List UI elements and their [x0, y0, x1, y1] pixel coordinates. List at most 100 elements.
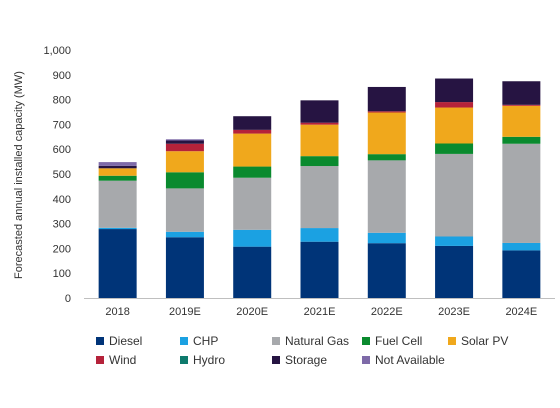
- bar-segment: [300, 228, 339, 242]
- legend-swatch: [362, 337, 370, 345]
- legend-label: Not Available: [375, 353, 445, 367]
- bar-segment: [300, 122, 339, 125]
- bar-segment: [502, 105, 541, 137]
- bar-segment: [165, 237, 204, 298]
- y-tick-label: 0: [65, 293, 71, 305]
- x-tick-label: 2024E: [505, 306, 537, 318]
- legend-label: Solar PV: [461, 334, 508, 348]
- bar-segment: [98, 162, 137, 166]
- x-tick-label: 2019E: [169, 306, 201, 318]
- bar-segment: [98, 175, 137, 181]
- bar-segment: [165, 231, 204, 238]
- bar-segment: [233, 246, 272, 298]
- legend-label: Wind: [109, 353, 136, 367]
- legend-label: CHP: [193, 334, 218, 348]
- legend-swatch: [180, 337, 188, 345]
- bar-segment: [98, 165, 137, 169]
- legend-item: Storage: [272, 353, 327, 367]
- bar-segment: [502, 242, 541, 251]
- legend: Diesel CHP Natural Gas Fuel Cell Solar PV Win…: [96, 334, 508, 367]
- bar-segment: [435, 143, 474, 154]
- bar-segment: [367, 154, 406, 161]
- x-tick-label: 2020E: [236, 306, 268, 318]
- bar-segment: [98, 180, 137, 228]
- legend-label: Hydro: [193, 353, 225, 367]
- legend-label: Natural Gas: [285, 334, 349, 348]
- legend-item: Not Available: [362, 353, 445, 367]
- legend-item: Hydro: [180, 353, 225, 367]
- bar-segment: [300, 156, 339, 167]
- legend-item: Wind: [96, 353, 136, 367]
- x-tick-label: 2018: [105, 306, 129, 318]
- legend-label: Diesel: [109, 334, 142, 348]
- legend-label: Storage: [285, 353, 327, 367]
- y-tick-label: 700: [53, 119, 71, 131]
- bar-stack: [98, 162, 137, 298]
- legend-swatch: [180, 356, 188, 364]
- bar-segment: [98, 227, 137, 230]
- legend-label: Fuel Cell: [375, 334, 422, 348]
- bar-segment: [502, 81, 541, 105]
- bar-segment: [367, 111, 406, 113]
- bar-segment: [165, 151, 204, 173]
- legend-swatch: [272, 337, 280, 345]
- y-axis-ticks: 0 100 200 300 400 500 600 700 800 900 1,000: [43, 45, 71, 305]
- bar-stack: [233, 116, 272, 298]
- y-tick-label: 200: [53, 243, 71, 255]
- y-tick-label: 500: [53, 169, 71, 181]
- legend-item: Natural Gas: [272, 334, 349, 348]
- bar-segment: [367, 243, 406, 298]
- bar-segment: [367, 112, 406, 155]
- bar-segment: [367, 232, 406, 244]
- bar-segment: [98, 168, 137, 176]
- legend-item: Diesel: [96, 334, 142, 348]
- bar-segment: [502, 136, 541, 144]
- bar-segment: [165, 139, 204, 141]
- bar-segment: [502, 104, 541, 106]
- legend-item: Solar PV: [448, 334, 508, 348]
- bar-stack: [367, 86, 406, 298]
- bar-stack: [502, 81, 541, 298]
- bar-segment: [165, 188, 204, 232]
- y-tick-label: 300: [53, 219, 71, 231]
- bar-segment: [435, 153, 474, 237]
- legend-swatch: [272, 356, 280, 364]
- bar-segment: [165, 143, 204, 152]
- bar-segment: [233, 129, 272, 134]
- bar-stack: [435, 78, 474, 298]
- bar-segment: [367, 160, 406, 233]
- legend-swatch: [448, 337, 456, 345]
- legend-swatch: [96, 356, 104, 364]
- bar-segment: [502, 143, 541, 243]
- bar-segment: [435, 78, 474, 103]
- bar-segment: [300, 124, 339, 157]
- bar-segment: [233, 116, 272, 130]
- bar-segment: [435, 236, 474, 246]
- x-axis-ticks: 2018 2019E 2020E 2021E 2022E 2023E 2024E: [105, 306, 537, 318]
- y-tick-label: 600: [53, 144, 71, 156]
- y-tick-label: 100: [53, 268, 71, 280]
- bar-segment: [165, 172, 204, 189]
- bar-segment: [165, 140, 204, 144]
- bar-segment: [300, 166, 339, 229]
- legend-swatch: [362, 356, 370, 364]
- y-axis-title: Forecasted annual installed capacity (MW…: [13, 71, 25, 279]
- y-tick-label: 900: [53, 70, 71, 82]
- bar-segment: [435, 107, 474, 144]
- x-tick-label: 2022E: [371, 306, 403, 318]
- bar-segment: [300, 100, 339, 123]
- y-tick-label: 400: [53, 194, 71, 206]
- bar-segment: [300, 241, 339, 298]
- bar-segment: [367, 86, 406, 112]
- bar-stack: [300, 100, 339, 298]
- bar-segment: [233, 166, 272, 178]
- x-tick-label: 2023E: [438, 306, 470, 318]
- bar-segment: [98, 229, 137, 298]
- bar-segment: [233, 229, 272, 247]
- bar-segment: [435, 102, 474, 108]
- bar-segment: [502, 250, 541, 298]
- y-tick-label: 1,000: [43, 45, 71, 57]
- bar-segment: [435, 245, 474, 298]
- bar-segment: [233, 133, 272, 167]
